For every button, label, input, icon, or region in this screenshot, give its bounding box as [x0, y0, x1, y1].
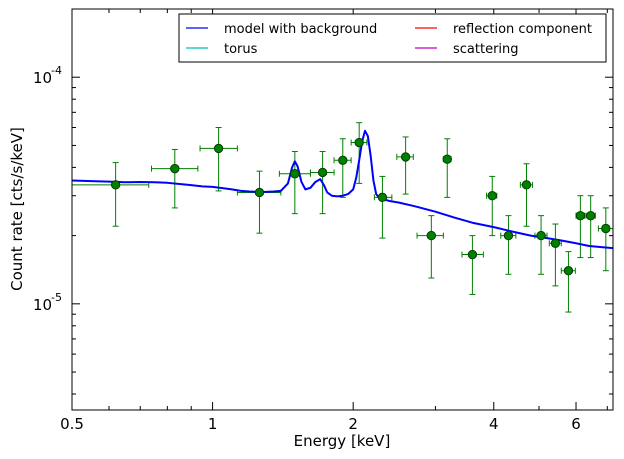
data-point	[317, 167, 328, 178]
minor-ticks	[72, 8, 613, 410]
data-points	[110, 137, 611, 276]
data-point	[426, 230, 437, 241]
legend-label-0: model with background	[224, 22, 377, 37]
model-lines	[72, 129, 613, 250]
data-point	[467, 249, 478, 260]
x-tick-label: 1	[208, 415, 218, 433]
plot-area	[72, 9, 613, 410]
data-point	[536, 230, 546, 241]
data-point	[213, 143, 224, 154]
y-axis: 10-510-4	[33, 64, 613, 314]
data-point	[338, 155, 348, 165]
data-point	[290, 169, 300, 179]
y-tick-label-exponent: -4	[51, 64, 62, 77]
data-point	[563, 266, 574, 276]
x-tick-label: 2	[348, 415, 358, 433]
legend-label-2: reflection component	[453, 22, 592, 37]
legend-label-1: torus	[224, 42, 258, 57]
y-tick-label-base: 10	[33, 69, 52, 87]
x-axis: 0.5 1 2 4 6	[60, 9, 581, 433]
data-point	[377, 192, 388, 203]
y-tick-label-exponent: -5	[51, 291, 62, 304]
data-point	[442, 154, 452, 164]
data-point	[170, 163, 180, 174]
data-point	[503, 230, 514, 241]
x-axis-label: Energy [keV]	[294, 432, 391, 450]
data-point	[601, 223, 611, 234]
data-point	[521, 180, 532, 190]
data-point	[487, 191, 497, 201]
data-point	[110, 180, 121, 190]
plot-frame	[71, 8, 614, 411]
y-axis-label: Count rate [cts/s/keV]	[8, 127, 26, 291]
data-point	[354, 137, 364, 148]
legend-label-3: scattering	[453, 42, 519, 57]
x-tick-label: 4	[489, 415, 499, 433]
data-point	[550, 238, 561, 248]
data-point	[575, 210, 586, 221]
data-point	[400, 152, 411, 162]
series-line-0	[72, 129, 613, 250]
x-tick-label: 0.5	[60, 415, 84, 433]
legend-frame	[178, 13, 607, 63]
y-tick-label-base: 10	[33, 296, 52, 314]
data-point	[585, 210, 596, 221]
data-point	[254, 187, 265, 198]
legend: model with background torus reflection com…	[178, 13, 607, 63]
x-tick-label: 6	[571, 415, 581, 433]
